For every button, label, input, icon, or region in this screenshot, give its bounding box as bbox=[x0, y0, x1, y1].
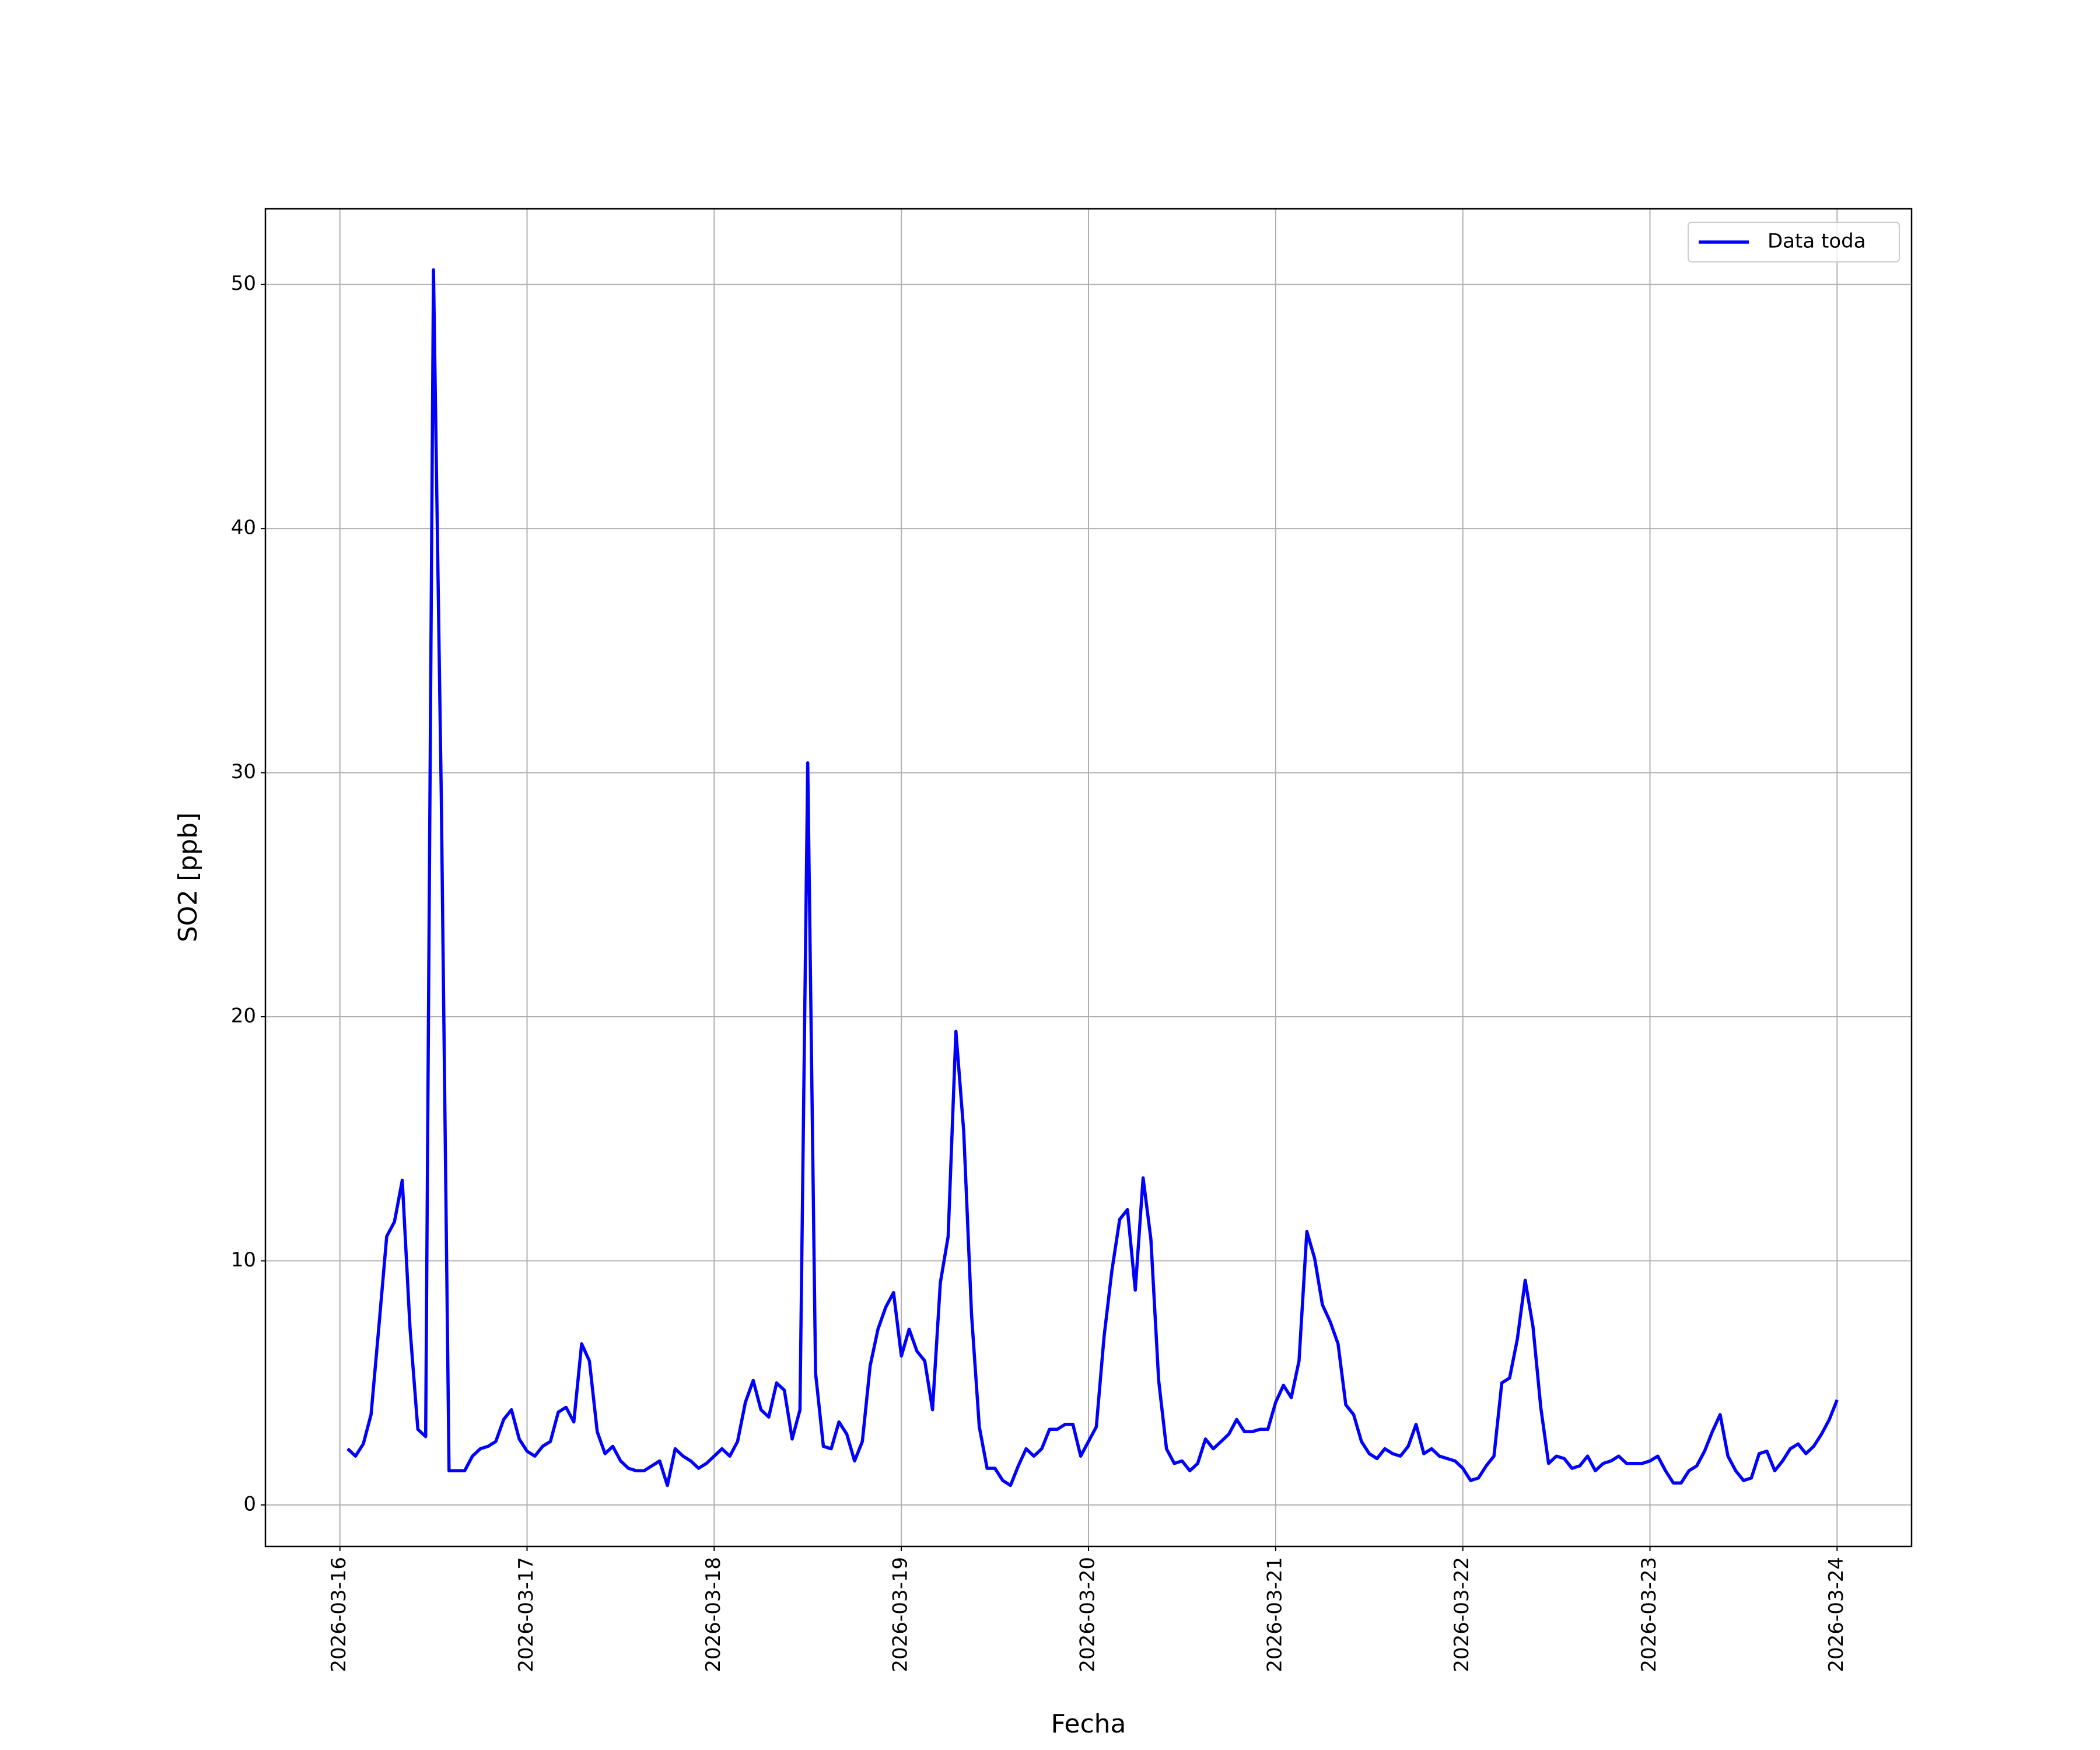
y-tick-label: 50 bbox=[231, 272, 256, 295]
x-tick-label: 2026-03-21 bbox=[1263, 1557, 1286, 1672]
x-tick-label: 2026-03-17 bbox=[514, 1557, 538, 1672]
data-line bbox=[346, 268, 1839, 1488]
x-axis-label: Fecha bbox=[1051, 1709, 1126, 1739]
x-tick-label: 2026-03-16 bbox=[327, 1557, 351, 1672]
legend-box bbox=[1688, 222, 1900, 262]
y-tick-label: 0 bbox=[243, 1492, 256, 1516]
y-tick-label: 20 bbox=[231, 1005, 256, 1028]
x-tick-label: 2026-03-18 bbox=[702, 1557, 725, 1672]
y-tick-label: 10 bbox=[231, 1248, 256, 1272]
x-tick-label: 2026-03-22 bbox=[1450, 1557, 1474, 1672]
x-tick-label: 2026-03-24 bbox=[1825, 1557, 1848, 1672]
legend-label: Data toda bbox=[1768, 230, 1866, 253]
y-tick-label: 30 bbox=[231, 760, 256, 783]
y-axis-label: SO2 [ppb] bbox=[173, 813, 203, 943]
x-tick-label: 2026-03-23 bbox=[1637, 1557, 1661, 1672]
x-tick-label: 2026-03-20 bbox=[1076, 1557, 1100, 1672]
x-tick-label: 2026-03-19 bbox=[889, 1557, 912, 1672]
y-tick-label: 40 bbox=[231, 516, 256, 540]
plot-frame bbox=[264, 208, 1913, 1548]
